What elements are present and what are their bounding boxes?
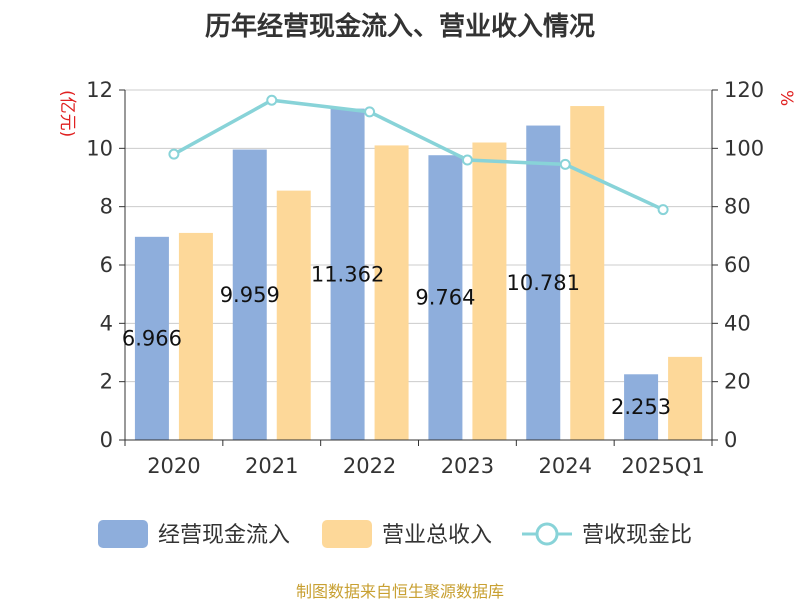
bar-cash-inflow xyxy=(134,236,169,440)
ratio-point xyxy=(364,106,376,118)
left-axis-tick-label: 4 xyxy=(100,311,113,335)
right-axis-tick-label: 60 xyxy=(724,253,751,277)
x-axis-tick-label: 2021 xyxy=(245,454,298,478)
ratio-line-series xyxy=(168,94,669,216)
right-axis-tick-label: 0 xyxy=(724,428,737,452)
ratio-line xyxy=(173,98,664,212)
right-axis-tick-label: 20 xyxy=(724,370,751,394)
source-note: 制图数据来自恒生聚源数据库 xyxy=(295,582,504,601)
legend-swatch xyxy=(322,520,372,548)
x-axis-tick-label: 2022 xyxy=(343,454,396,478)
right-axis-unit-label: % xyxy=(776,90,796,106)
legend-label: 营收现金比 xyxy=(582,523,692,548)
data-label: 11.362 xyxy=(311,262,384,286)
data-label: 9.764 xyxy=(415,286,475,310)
legend: 经营现金流入 营业总收入 营收现金比 xyxy=(98,520,692,548)
x-axis-tick-label: 2024 xyxy=(539,454,592,478)
ratio-point xyxy=(266,94,278,106)
x-axis-tick-label: 2025Q1 xyxy=(621,454,704,478)
data-label: 2.253 xyxy=(611,395,671,419)
x-axis-tick-label: 2023 xyxy=(441,454,494,478)
legend-marker xyxy=(535,522,559,546)
x-axis-tick-label: 2020 xyxy=(147,454,200,478)
bar-revenue xyxy=(276,190,311,440)
left-axis-tick-label: 10 xyxy=(86,136,113,160)
data-labels: 6.966 9.959 11.362 9.764 10.781 2.253 xyxy=(122,262,671,419)
left-axis-tick-label: 2 xyxy=(100,370,113,394)
bar-cash-inflow xyxy=(330,108,365,440)
ratio-point xyxy=(559,158,571,170)
left-axis-tick-label: 6 xyxy=(100,253,113,277)
legend-swatch xyxy=(98,520,148,548)
data-label: 9.959 xyxy=(220,283,280,307)
right-axis-tick-label: 80 xyxy=(724,195,751,219)
bar-revenue xyxy=(178,232,213,440)
bar-revenue xyxy=(668,356,703,440)
right-axis-tick-label: 120 xyxy=(724,78,764,102)
left-axis-unit-label: (亿元) xyxy=(57,90,77,137)
left-axis-tick-label: 8 xyxy=(100,195,113,219)
right-axis-tick-label: 40 xyxy=(724,311,751,335)
bar-revenue xyxy=(570,106,605,441)
bar-cash-inflow xyxy=(624,374,659,440)
data-label: 10.781 xyxy=(507,271,580,295)
bar-revenue xyxy=(374,145,409,440)
chart-title: 历年经营现金流入、营业收入情况 xyxy=(204,12,595,42)
bar-series xyxy=(134,106,703,441)
bar-cash-inflow xyxy=(428,155,463,440)
bar-cash-inflow xyxy=(232,149,267,440)
data-label: 6.966 xyxy=(122,326,182,350)
bar-revenue xyxy=(472,142,507,440)
left-axis-tick-label: 0 xyxy=(100,428,113,452)
ratio-point xyxy=(657,204,669,216)
ratio-point xyxy=(461,154,473,166)
right-axis-tick-label: 100 xyxy=(724,136,764,160)
legend-label: 营业总收入 xyxy=(382,523,492,548)
ratio-point xyxy=(168,148,180,160)
left-axis-tick-label: 12 xyxy=(86,78,113,102)
bar-cash-inflow xyxy=(526,125,561,440)
legend-label: 经营现金流入 xyxy=(158,523,290,548)
grid-lines xyxy=(125,89,712,383)
